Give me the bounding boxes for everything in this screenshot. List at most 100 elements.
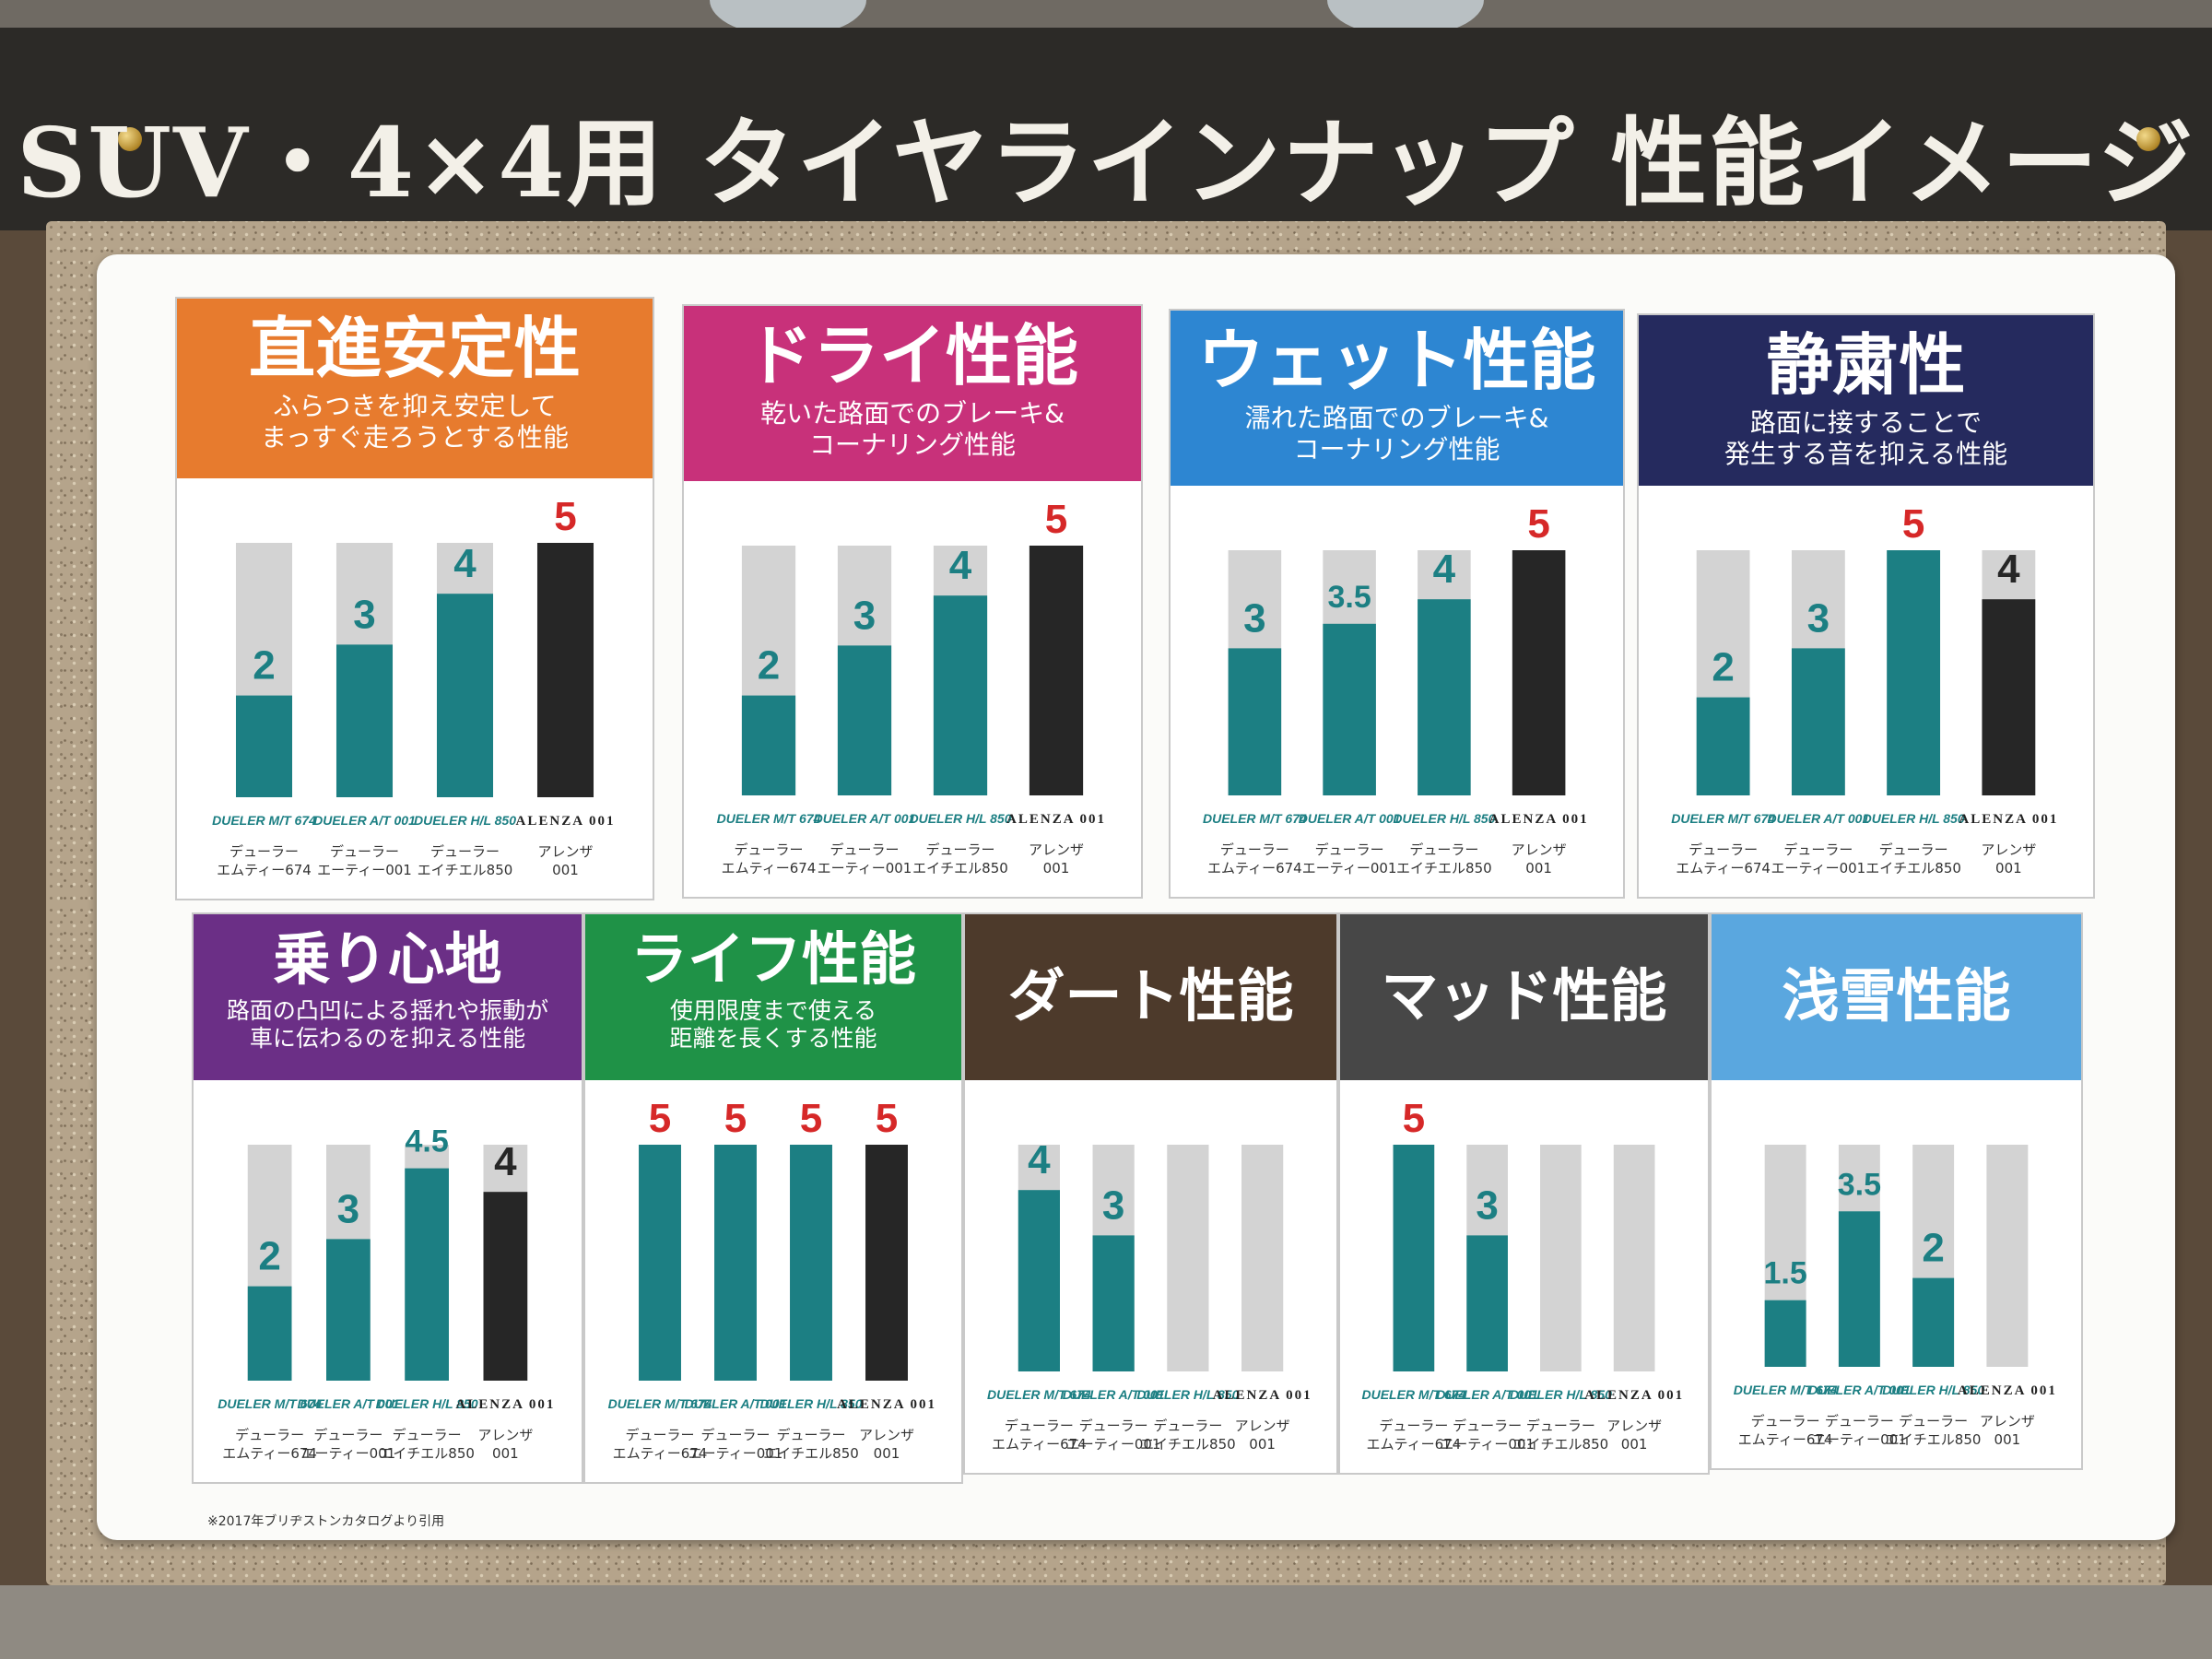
chart-subtitle: コーナリング性能 — [1293, 433, 1500, 465]
bar-value-label: 3.5 — [1327, 580, 1371, 615]
tire-name: エイチエル850 — [1396, 860, 1492, 877]
tire-name: デューラー — [1783, 841, 1853, 858]
tire-name: デューラー — [830, 841, 899, 858]
tire-name: エーティー001 — [1812, 1431, 1907, 1448]
tire-logo: DUELER H/L 850 — [1136, 1387, 1239, 1402]
tire-name: 001 — [1249, 1436, 1276, 1453]
bar — [326, 1239, 371, 1381]
tire-logo: DUELER A/T 001 — [1436, 1387, 1538, 1402]
chart-title: 乗り心地 — [273, 925, 502, 993]
tire-name: デューラー — [1220, 841, 1289, 858]
chart-panel: 浅雪性能 1.5 DUELER M/T 674 デューラー エムティー674 3.5 DUE… — [1710, 912, 2083, 1470]
tire-name: デューラー — [1526, 1418, 1595, 1434]
tire-name: エイチエル850 — [379, 1445, 475, 1462]
bar-track — [1167, 1145, 1209, 1371]
chart-title: 静粛性 — [1766, 326, 1966, 404]
bar-track — [1613, 1145, 1655, 1371]
tire-logo: ALENZA 001 — [1959, 812, 2058, 827]
tire-logo: DUELER M/T 674 — [987, 1387, 1091, 1402]
bar-value-label: 3 — [353, 592, 375, 637]
tire-logo: DUELER H/L 850 — [1510, 1387, 1612, 1402]
chart-panel: 乗り心地 路面の凸凹による揺れや振動が 車に伝わるのを抑える性能 2 DUELER M/… — [192, 912, 583, 1484]
tire-name: エムティー674 — [1367, 1436, 1462, 1453]
bar — [1887, 550, 1941, 795]
chart-header: ライフ性能 使用限度まで使える 距離を長くする性能 — [585, 914, 961, 1080]
tire-logo: DUELER A/T 001 — [1063, 1387, 1165, 1402]
tire-logo: DUELER H/L 850 — [1393, 811, 1495, 826]
tire-name: デューラー — [1153, 1418, 1222, 1434]
tire-name: エーティー001 — [1302, 860, 1397, 877]
tire-logo: DUELER A/T 001 — [1299, 811, 1401, 826]
chart-panel: ドライ性能 乾いた路面でのブレーキ& コーナリング性能 2 DUELER M/T 674… — [682, 304, 1143, 899]
tire-name: エムティー674 — [722, 860, 817, 877]
bar — [235, 695, 293, 797]
chart-subtitle: 使用限度まで使える — [669, 997, 877, 1024]
bar — [1092, 1235, 1135, 1371]
tire-name: エーティー001 — [1771, 860, 1866, 877]
tire-logo: DUELER H/L 850 — [414, 813, 516, 828]
tire-name: アレンザ — [859, 1427, 914, 1443]
chart-subtitle: 発生する音を抑える性能 — [1724, 438, 2008, 469]
bar-value-label: 5 — [554, 494, 576, 539]
tire-name: 001 — [1621, 1436, 1648, 1453]
tire-name: エイチエル850 — [1140, 1436, 1236, 1453]
tire-logo: DUELER M/T 674 — [717, 811, 821, 826]
tire-name: エーティー001 — [1066, 1436, 1161, 1453]
chart-header: マッド性能 — [1340, 914, 1708, 1080]
bar — [405, 1168, 449, 1381]
bar-value-label: 5 — [876, 1096, 898, 1141]
chart-header: 静粛性 路面に接することで 発生する音を抑える性能 — [1639, 315, 2093, 486]
tire-logo: ALENZA 001 — [1489, 812, 1589, 827]
rivet-icon — [2136, 127, 2160, 151]
header-banner: SUV・4×4用 タイヤラインナップ 性能イメージ — [0, 28, 2212, 230]
tire-name: エーティー001 — [317, 862, 412, 878]
bar-value-label: 4 — [949, 543, 972, 588]
bar-value-label: 3 — [1243, 595, 1265, 641]
bar — [1764, 1300, 1806, 1367]
chart-title: ライフ性能 — [629, 925, 916, 993]
bar — [714, 1145, 757, 1381]
tire-logo: ALENZA 001 — [1006, 812, 1106, 827]
tire-name: エイチエル850 — [1513, 1436, 1609, 1453]
tire-name: エムティー674 — [613, 1445, 708, 1462]
tire-logo: DUELER M/T 674 — [1671, 811, 1775, 826]
bar — [837, 645, 892, 795]
tire-name: アレンザ — [537, 843, 593, 860]
rivet-icon — [118, 127, 142, 151]
tire-name: デューラー — [313, 1427, 382, 1443]
bar-value-label: 3 — [1807, 595, 1830, 641]
tire-name: デューラー — [430, 843, 500, 860]
tire-logo: DUELER H/L 850 — [376, 1396, 478, 1411]
bar-value-label: 5 — [1527, 501, 1549, 547]
bar-value-label: 3 — [853, 593, 876, 638]
tire-name: デューラー — [1409, 841, 1478, 858]
bar-value-label: 5 — [649, 1096, 671, 1141]
tire-logo: DUELER A/T 001 — [1808, 1382, 1911, 1397]
bar — [1418, 599, 1471, 795]
bar-value-label: 4 — [1028, 1137, 1051, 1182]
bar — [247, 1286, 292, 1381]
tire-logo: DUELER H/L 850 — [1863, 811, 1965, 826]
bar-value-label: 3.5 — [1838, 1167, 1881, 1202]
tire-logo: ALENZA 001 — [516, 814, 616, 829]
chart-subtitle: 乾いた路面でのブレーキ& — [760, 398, 1065, 429]
tire-name: 001 — [492, 1445, 519, 1462]
bar-value-label: 4 — [453, 541, 477, 586]
bar — [1228, 648, 1282, 795]
tire-name: デューラー — [1315, 841, 1384, 858]
bar — [639, 1145, 681, 1381]
bar-value-label: 2 — [1712, 645, 1734, 690]
chart-title: 浅雪性能 — [1782, 962, 2011, 1030]
tire-name: 001 — [1525, 860, 1552, 877]
bar-track — [1986, 1145, 2029, 1367]
chart-title: 直進安定性 — [248, 310, 581, 387]
tire-logo: DUELER A/T 001 — [685, 1396, 787, 1411]
tire-name: デューラー — [734, 841, 803, 858]
tire-name: エムティー674 — [1676, 860, 1771, 877]
bar — [1982, 599, 2036, 795]
tire-name: デューラー — [1825, 1413, 1894, 1430]
